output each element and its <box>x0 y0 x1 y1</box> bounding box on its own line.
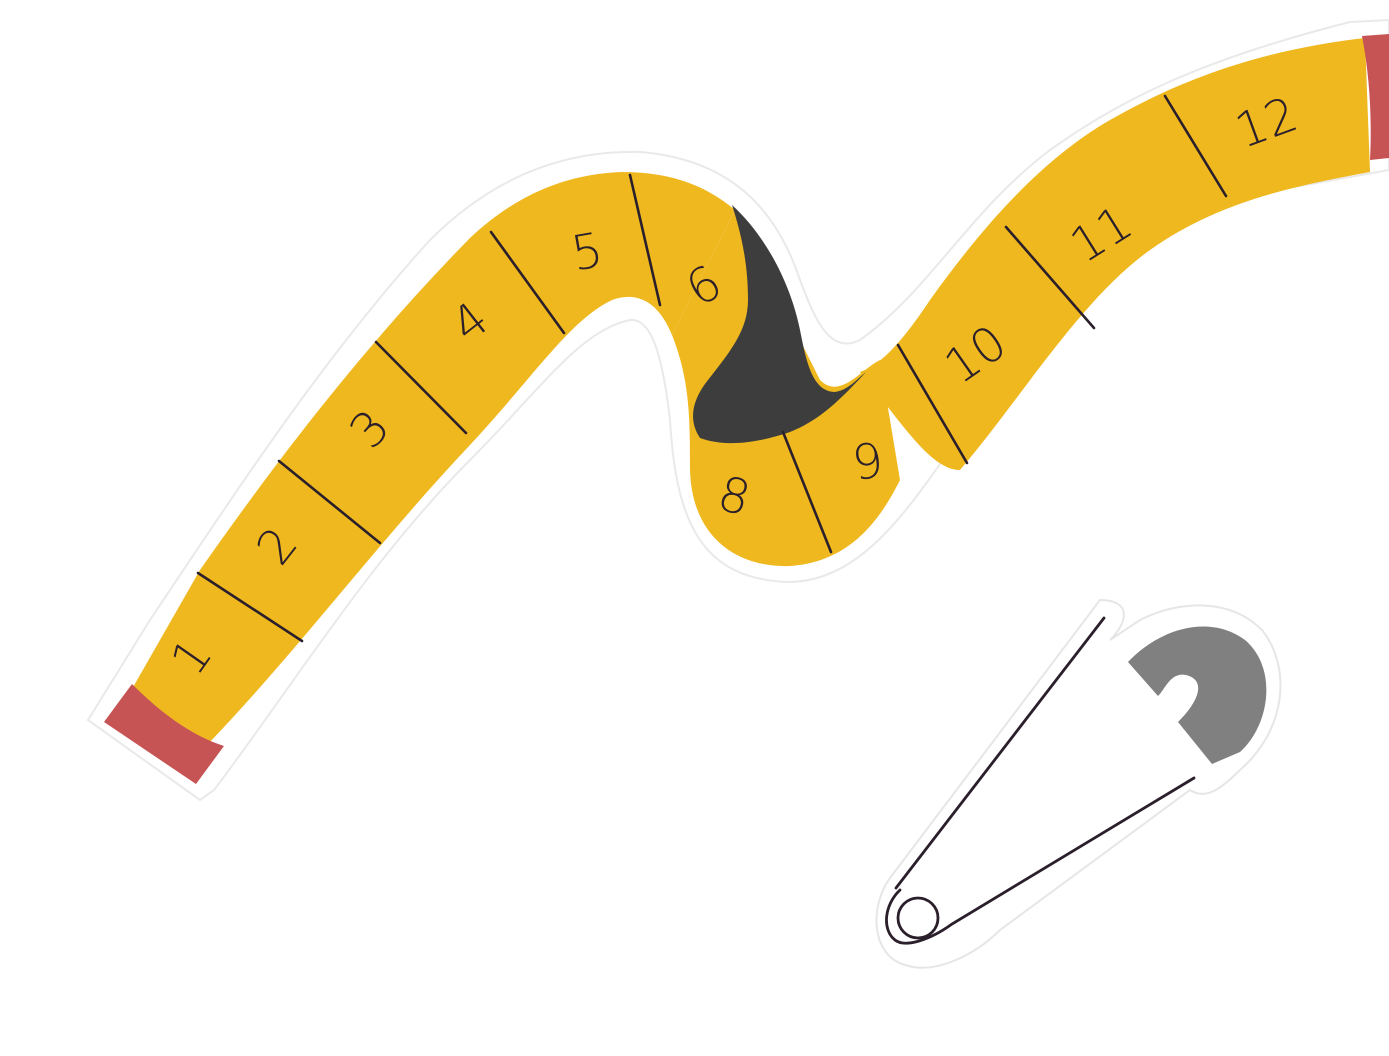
safety-pin-head <box>1128 626 1267 764</box>
safety-pin-icon <box>875 598 1282 969</box>
tape-end-right <box>1362 34 1389 160</box>
measuring-tape-icon: 1 2 3 4 5 6 8 9 10 11 12 <box>86 18 1389 802</box>
tape-fold-underside <box>693 205 866 444</box>
tape-end-left <box>104 684 224 784</box>
tape-division-lines <box>196 94 1228 643</box>
safety-pin-wire <box>885 616 1196 945</box>
